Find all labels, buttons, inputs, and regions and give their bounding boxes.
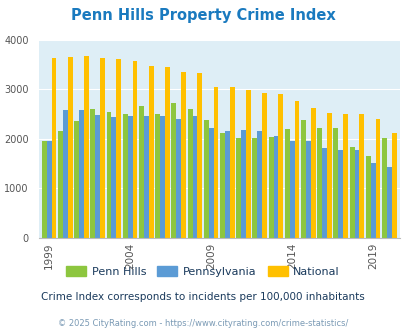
Bar xyxy=(252,138,257,238)
Bar xyxy=(90,110,95,238)
Bar xyxy=(79,110,84,238)
Bar xyxy=(176,119,181,238)
Text: Penn Hills Property Crime Index: Penn Hills Property Crime Index xyxy=(70,8,335,23)
Bar xyxy=(160,116,164,238)
Bar xyxy=(192,116,197,238)
Bar xyxy=(301,120,305,238)
Legend: Penn Hills, Pennsylvania, National: Penn Hills, Pennsylvania, National xyxy=(62,261,343,281)
Bar xyxy=(257,131,262,238)
Bar xyxy=(47,141,51,238)
Bar xyxy=(42,141,47,238)
Bar xyxy=(262,92,266,238)
Bar xyxy=(229,87,234,238)
Bar xyxy=(58,131,63,238)
Bar xyxy=(294,101,299,238)
Bar xyxy=(208,128,213,238)
Text: Crime Index corresponds to incidents per 100,000 inhabitants: Crime Index corresponds to incidents per… xyxy=(41,292,364,302)
Bar xyxy=(100,58,105,238)
Bar xyxy=(63,110,68,238)
Bar xyxy=(224,131,229,238)
Bar xyxy=(337,150,342,238)
Bar xyxy=(326,113,331,238)
Bar xyxy=(148,66,153,238)
Bar xyxy=(128,116,132,238)
Bar xyxy=(349,147,354,238)
Bar xyxy=(74,121,79,238)
Bar xyxy=(68,57,72,238)
Bar xyxy=(321,148,326,238)
Bar xyxy=(391,133,396,238)
Bar xyxy=(132,61,137,238)
Bar xyxy=(386,167,391,238)
Bar xyxy=(289,141,294,238)
Bar xyxy=(187,109,192,238)
Bar xyxy=(333,128,337,238)
Bar xyxy=(220,133,224,238)
Bar xyxy=(139,106,143,238)
Bar xyxy=(316,128,321,238)
Bar xyxy=(375,119,379,238)
Bar xyxy=(342,114,347,238)
Bar xyxy=(123,114,128,238)
Bar xyxy=(143,116,148,238)
Bar xyxy=(268,137,273,238)
Bar xyxy=(236,138,241,238)
Bar xyxy=(95,115,100,238)
Bar xyxy=(203,120,208,238)
Bar xyxy=(273,136,278,238)
Bar xyxy=(381,138,386,238)
Bar xyxy=(155,115,160,238)
Bar xyxy=(370,163,375,238)
Bar xyxy=(171,104,176,238)
Bar xyxy=(310,108,315,238)
Bar xyxy=(354,150,358,238)
Bar xyxy=(278,94,283,238)
Bar xyxy=(84,56,89,238)
Bar xyxy=(241,130,245,238)
Bar xyxy=(164,67,169,238)
Bar xyxy=(197,73,202,238)
Bar xyxy=(365,156,370,238)
Bar xyxy=(245,90,250,238)
Bar xyxy=(116,59,121,238)
Bar xyxy=(213,86,218,238)
Bar xyxy=(305,141,310,238)
Bar xyxy=(181,72,185,238)
Bar xyxy=(358,115,363,238)
Bar xyxy=(51,58,56,238)
Bar xyxy=(107,112,111,238)
Bar xyxy=(284,129,289,238)
Bar xyxy=(111,117,116,238)
Text: © 2025 CityRating.com - https://www.cityrating.com/crime-statistics/: © 2025 CityRating.com - https://www.city… xyxy=(58,319,347,328)
